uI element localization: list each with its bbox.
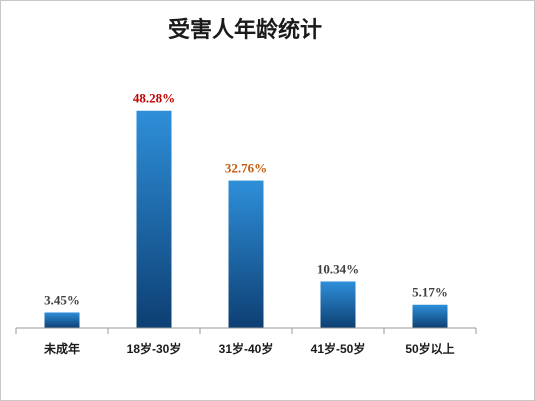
bar [320,281,356,328]
data-label: 5.17% [412,285,448,300]
category-label: 18岁-30岁 [127,341,182,356]
data-label: 10.34% [317,261,359,276]
bars-group [44,110,448,329]
category-labels-group: 未成年 18岁-30岁 31岁-40岁 41岁-50岁 50岁以上 [43,341,455,356]
data-label: 3.45% [44,292,80,307]
category-label: 未成年 [43,341,80,356]
chart-title: 受害人年龄统计 [168,17,322,43]
bar [412,304,448,328]
data-label: 48.28% [133,91,175,106]
category-label: 31岁-40岁 [219,341,274,356]
category-label: 50岁以上 [405,341,454,356]
bar [228,180,264,328]
category-label: 41岁-50岁 [311,341,366,356]
data-label: 32.76% [225,161,267,176]
x-axis-ticks [15,328,477,334]
data-labels-group: 3.45% 48.28% 32.76% 10.34% 5.17% [44,91,448,308]
bar [44,312,80,328]
bar [136,110,172,329]
